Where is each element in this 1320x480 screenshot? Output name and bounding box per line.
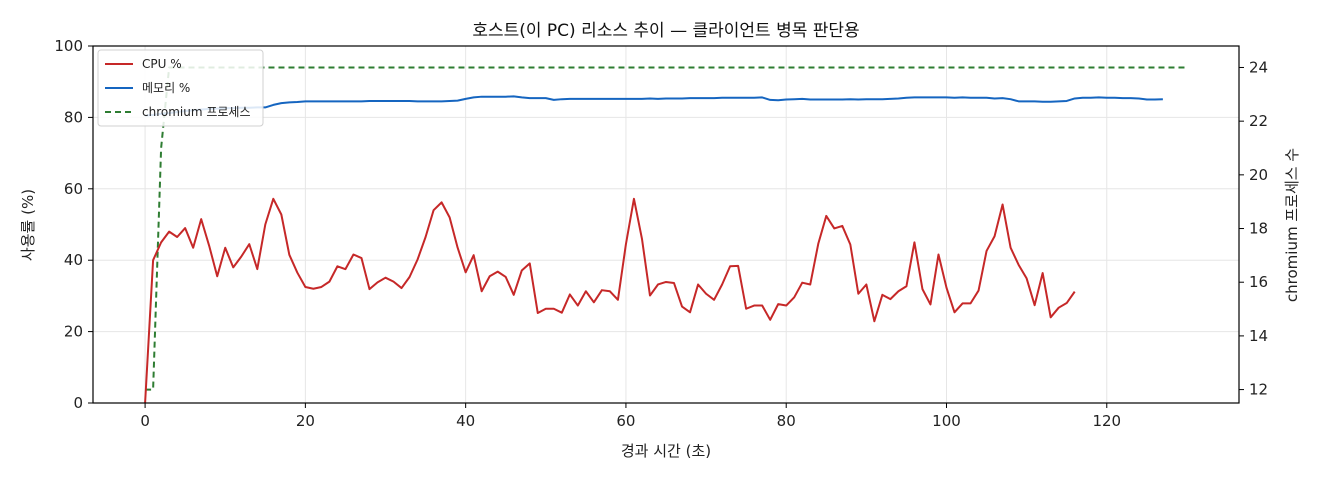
x-tick-label: 60 [616,412,635,430]
series-line-1 [145,95,1163,117]
x-axis-label: 경과 시간 (초) [621,442,711,460]
x-tick-label: 80 [777,412,796,430]
y2-tick-label: 12 [1249,381,1268,399]
legend-label-2: chromium 프로세스 [142,105,251,119]
plot-frame [92,45,1240,404]
legend-label-0: CPU % [142,57,182,71]
chart-title: 호스트(이 PC) 리소스 추이 — 클라이언트 병목 판단용 [472,21,859,41]
legend-label-1: 메모리 % [142,81,190,95]
y-tick-label: 40 [64,251,83,269]
y-tick-label: 80 [64,108,83,126]
y-axis-right: 12 14 16 18 20 22 24 [1239,58,1268,399]
legend-box [97,49,264,127]
y2-tick-label: 24 [1249,58,1268,76]
legend: CPU % 메모리 % chromium 프로세스 [97,49,264,127]
y-tick-label: 60 [64,180,83,198]
y2-tick-label: 14 [1249,327,1268,345]
y-axis-left: 0 20 40 60 80 100 [54,37,93,412]
y-tick-label: 100 [54,37,83,55]
series-line-0 [144,197,1076,404]
x-tick-label: 20 [296,412,315,430]
series-line-2 [145,66,1187,391]
x-axis: 0 20 40 60 80 100 120 [140,403,1121,430]
x-tick-label: 120 [1092,412,1121,430]
y-axis-label: 사용률 (%) [19,189,37,261]
y2-tick-label: 16 [1249,273,1268,291]
x-tick-label: 0 [140,412,150,430]
series-layer [144,66,1187,404]
y2-tick-label: 20 [1249,166,1268,184]
y2-tick-label: 22 [1249,112,1268,130]
y-tick-label: 20 [64,323,83,341]
y2-tick-label: 18 [1249,220,1268,238]
y2-axis-label: chromium 프로세스 수 [1283,148,1301,302]
x-tick-label: 40 [456,412,475,430]
y-tick-label: 0 [73,394,83,412]
x-tick-label: 100 [932,412,961,430]
